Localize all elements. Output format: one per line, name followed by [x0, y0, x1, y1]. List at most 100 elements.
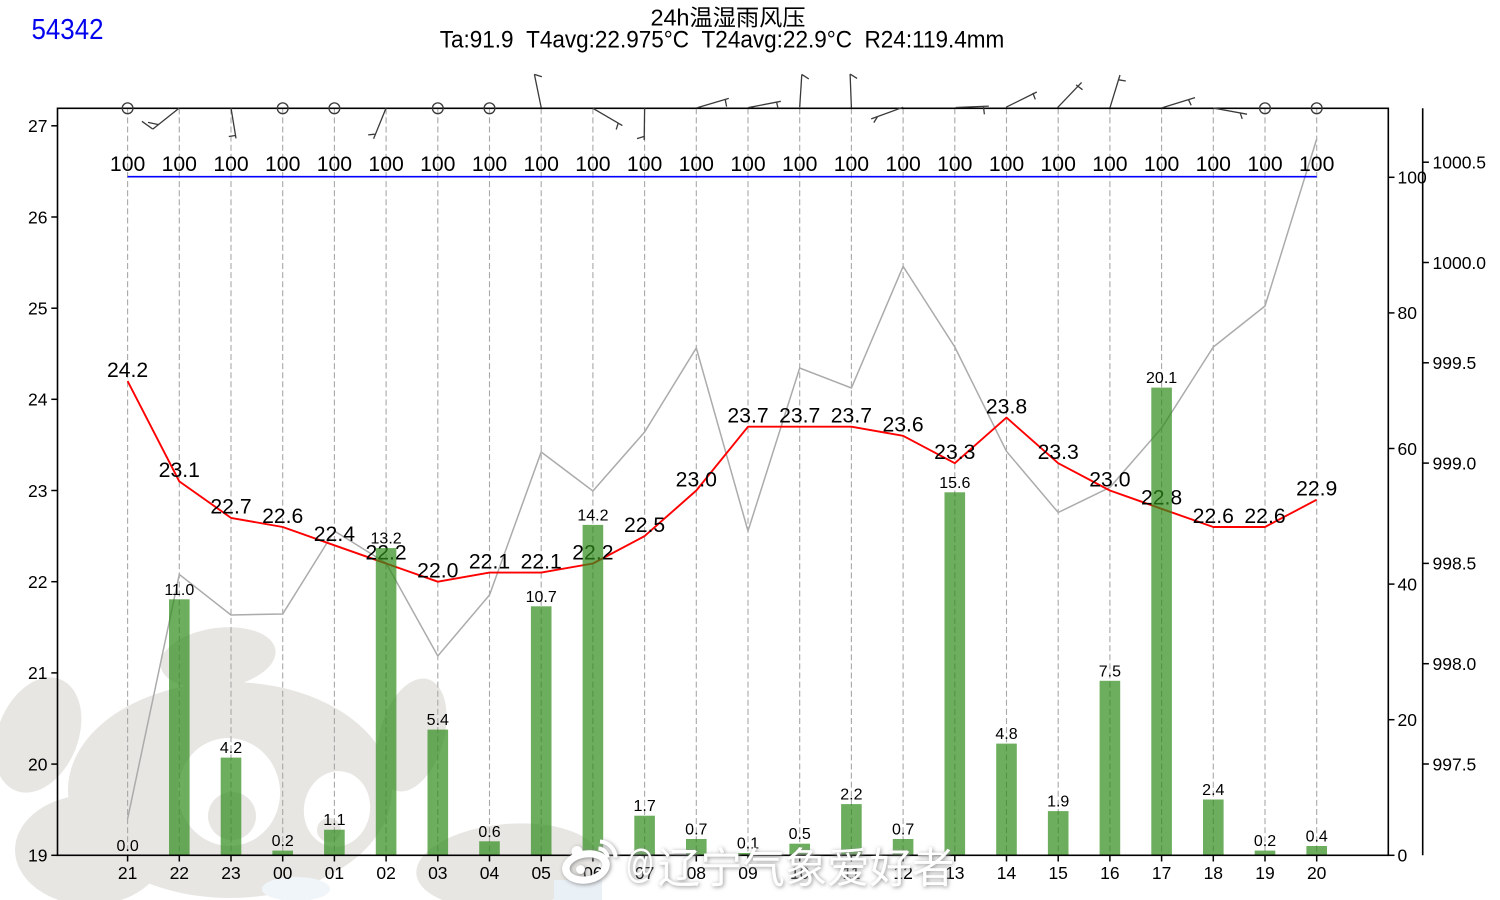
svg-text:100: 100 [524, 153, 559, 176]
svg-text:100: 100 [1092, 153, 1127, 176]
svg-text:22.4: 22.4 [314, 523, 355, 546]
svg-text:15.6: 15.6 [939, 475, 970, 492]
svg-text:20: 20 [28, 754, 48, 774]
svg-text:17: 17 [1152, 863, 1171, 883]
svg-text:100: 100 [420, 153, 455, 176]
svg-text:0: 0 [1398, 846, 1408, 866]
svg-text:23.3: 23.3 [934, 441, 975, 464]
svg-text:0.5: 0.5 [789, 826, 811, 843]
svg-text:80: 80 [1398, 303, 1418, 323]
svg-text:03: 03 [428, 863, 447, 883]
svg-text:0.7: 0.7 [685, 822, 707, 839]
svg-text:01: 01 [325, 863, 344, 883]
svg-text:7.5: 7.5 [1099, 663, 1121, 680]
svg-text:04: 04 [480, 863, 500, 883]
svg-text:0.2: 0.2 [1254, 833, 1276, 850]
svg-text:20: 20 [1398, 710, 1418, 730]
svg-text:Ta:91.9 T4avg:22.975°C T24av: Ta:91.9 T4avg:22.975°C T24avg:22.9°C R24… [440, 26, 1005, 53]
svg-text:22.5: 22.5 [624, 514, 665, 537]
svg-text:23.0: 23.0 [1089, 468, 1130, 491]
svg-text:23.7: 23.7 [779, 405, 820, 428]
svg-text:100: 100 [162, 153, 197, 176]
svg-text:22.1: 22.1 [521, 550, 562, 573]
svg-text:0.0: 0.0 [116, 838, 138, 855]
svg-text:1000.0: 1000.0 [1433, 253, 1487, 273]
svg-text:07: 07 [635, 863, 654, 883]
svg-text:998.5: 998.5 [1433, 554, 1477, 574]
svg-text:00: 00 [273, 863, 293, 883]
svg-text:0.2: 0.2 [272, 833, 294, 850]
svg-text:1.1: 1.1 [323, 812, 345, 829]
svg-text:0.4: 0.4 [1306, 829, 1328, 846]
svg-text:11.0: 11.0 [164, 582, 194, 599]
svg-text:22.6: 22.6 [1244, 505, 1285, 528]
svg-text:40: 40 [1398, 574, 1418, 594]
svg-text:100: 100 [1299, 153, 1334, 176]
svg-text:2.2: 2.2 [840, 787, 862, 804]
svg-text:23.7: 23.7 [727, 405, 768, 428]
svg-text:22.7: 22.7 [210, 496, 251, 519]
svg-text:0.1: 0.1 [737, 836, 759, 853]
svg-text:997.5: 997.5 [1433, 754, 1477, 774]
svg-text:21: 21 [28, 663, 47, 683]
svg-text:24h: 24h [651, 5, 690, 31]
svg-text:20.1: 20.1 [1146, 370, 1177, 387]
svg-text:100: 100 [575, 153, 610, 176]
svg-text:23: 23 [221, 863, 240, 883]
svg-text:1000.5: 1000.5 [1433, 153, 1487, 173]
svg-text:21: 21 [118, 863, 137, 883]
svg-text:10.7: 10.7 [526, 589, 557, 606]
svg-text:15: 15 [1048, 863, 1067, 883]
svg-text:999.0: 999.0 [1433, 453, 1477, 473]
svg-text:23.6: 23.6 [882, 414, 923, 437]
svg-text:54342: 54342 [32, 14, 104, 46]
svg-text:100: 100 [1041, 153, 1076, 176]
svg-text:100: 100 [834, 153, 869, 176]
svg-text:5.4: 5.4 [427, 712, 449, 729]
svg-text:13.2: 13.2 [371, 531, 402, 548]
svg-text:22.9: 22.9 [1296, 478, 1337, 501]
svg-text:100: 100 [730, 153, 765, 176]
svg-text:100: 100 [213, 153, 248, 176]
svg-text:22.0: 22.0 [417, 560, 458, 583]
svg-text:100: 100 [265, 153, 300, 176]
svg-text:100: 100 [1144, 153, 1179, 176]
svg-text:16: 16 [1100, 863, 1119, 883]
svg-text:100: 100 [989, 153, 1024, 176]
svg-text:998.0: 998.0 [1433, 654, 1477, 674]
svg-text:4.2: 4.2 [220, 740, 242, 757]
svg-text:14: 14 [997, 863, 1017, 883]
svg-text:22.1: 22.1 [469, 550, 510, 573]
svg-text:23.7: 23.7 [831, 405, 872, 428]
svg-text:100: 100 [317, 153, 352, 176]
svg-text:02: 02 [376, 863, 395, 883]
svg-text:26: 26 [28, 207, 47, 227]
svg-text:18: 18 [1204, 863, 1223, 883]
svg-text:13: 13 [945, 863, 964, 883]
svg-text:27: 27 [28, 116, 47, 136]
svg-text:05: 05 [531, 863, 550, 883]
svg-text:@: @ [626, 843, 655, 887]
svg-text:60: 60 [1398, 439, 1418, 459]
svg-text:09: 09 [738, 863, 757, 883]
svg-text:100: 100 [368, 153, 403, 176]
svg-text:999.5: 999.5 [1433, 353, 1477, 373]
svg-text:24: 24 [28, 390, 48, 410]
svg-text:23.0: 23.0 [676, 468, 717, 491]
svg-text:2.4: 2.4 [1202, 782, 1224, 799]
svg-text:100: 100 [679, 153, 714, 176]
svg-text:100: 100 [1247, 153, 1282, 176]
svg-text:22.6: 22.6 [1193, 505, 1234, 528]
svg-text:4.8: 4.8 [995, 726, 1017, 743]
svg-text:1.9: 1.9 [1047, 794, 1069, 811]
svg-text:0.7: 0.7 [892, 822, 914, 839]
svg-text:19: 19 [1255, 863, 1274, 883]
svg-text:100: 100 [937, 153, 972, 176]
svg-text:23: 23 [28, 481, 47, 501]
svg-text:23.8: 23.8 [986, 395, 1027, 418]
svg-text:24.2: 24.2 [107, 359, 148, 382]
svg-text:25: 25 [28, 299, 47, 319]
svg-text:23.1: 23.1 [159, 459, 200, 482]
svg-text:22: 22 [28, 572, 47, 592]
svg-text:14.2: 14.2 [577, 507, 608, 524]
